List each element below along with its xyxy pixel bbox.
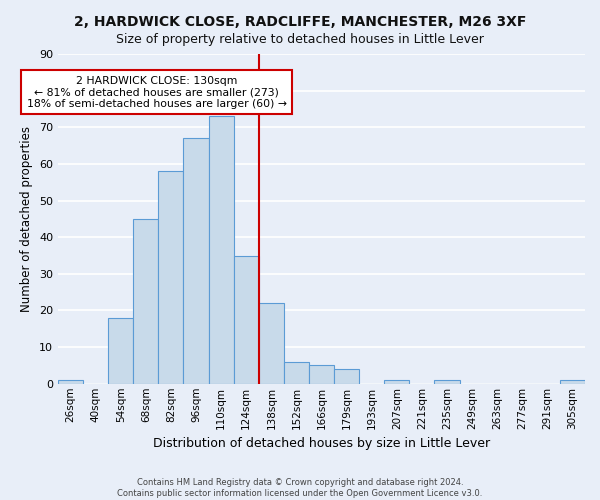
Bar [560,380,585,384]
Bar [309,366,334,384]
Bar [184,138,209,384]
X-axis label: Distribution of detached houses by size in Little Lever: Distribution of detached houses by size … [153,437,490,450]
Bar [434,380,460,384]
Bar [58,380,83,384]
Text: Size of property relative to detached houses in Little Lever: Size of property relative to detached ho… [116,32,484,46]
Bar [284,362,309,384]
Bar [209,116,233,384]
Text: 2, HARDWICK CLOSE, RADCLIFFE, MANCHESTER, M26 3XF: 2, HARDWICK CLOSE, RADCLIFFE, MANCHESTER… [74,15,526,29]
Bar [108,318,133,384]
Bar [133,219,158,384]
Text: Contains HM Land Registry data © Crown copyright and database right 2024.
Contai: Contains HM Land Registry data © Crown c… [118,478,482,498]
Bar [259,303,284,384]
Text: 2 HARDWICK CLOSE: 130sqm
← 81% of detached houses are smaller (273)
18% of semi-: 2 HARDWICK CLOSE: 130sqm ← 81% of detach… [26,76,287,109]
Bar [158,171,184,384]
Y-axis label: Number of detached properties: Number of detached properties [20,126,34,312]
Bar [334,369,359,384]
Bar [233,256,259,384]
Bar [384,380,409,384]
